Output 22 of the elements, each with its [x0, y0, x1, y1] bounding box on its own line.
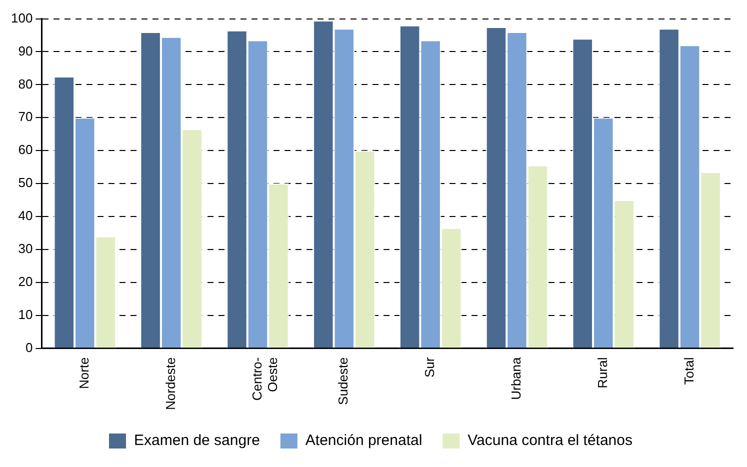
x-tick-label: Rural: [594, 357, 610, 388]
x-tick-label: Sudeste: [336, 357, 351, 405]
x-tick-label: Total: [681, 357, 696, 385]
legend-label: Atención prenatal: [305, 432, 422, 450]
x-tick-label: Urbana: [508, 356, 524, 400]
y-tick-label: 30: [18, 240, 33, 256]
x-tick-label: Nordeste: [162, 357, 178, 410]
y-tick-label: 80: [18, 76, 33, 92]
x-tick-label: Sur: [422, 356, 438, 378]
legend-label: Vacuna contra el tétanos: [468, 432, 633, 450]
y-tick-label: 70: [18, 109, 33, 124]
x-tick-label: Norte: [76, 357, 92, 390]
y-tick-label: 60: [18, 142, 33, 158]
y-tick-label: 100: [10, 10, 33, 26]
y-tick-label: 90: [18, 43, 33, 58]
y-tick-label: 50: [18, 175, 33, 190]
y-tick-label: 20: [18, 274, 33, 289]
x-tick-label: Centro-Oeste: [249, 357, 280, 401]
y-tick-label: 40: [18, 208, 33, 224]
y-tick-label: 0: [25, 340, 33, 355]
legend-label: Examen de sangre: [134, 432, 260, 450]
y-tick-label: 10: [18, 306, 33, 322]
